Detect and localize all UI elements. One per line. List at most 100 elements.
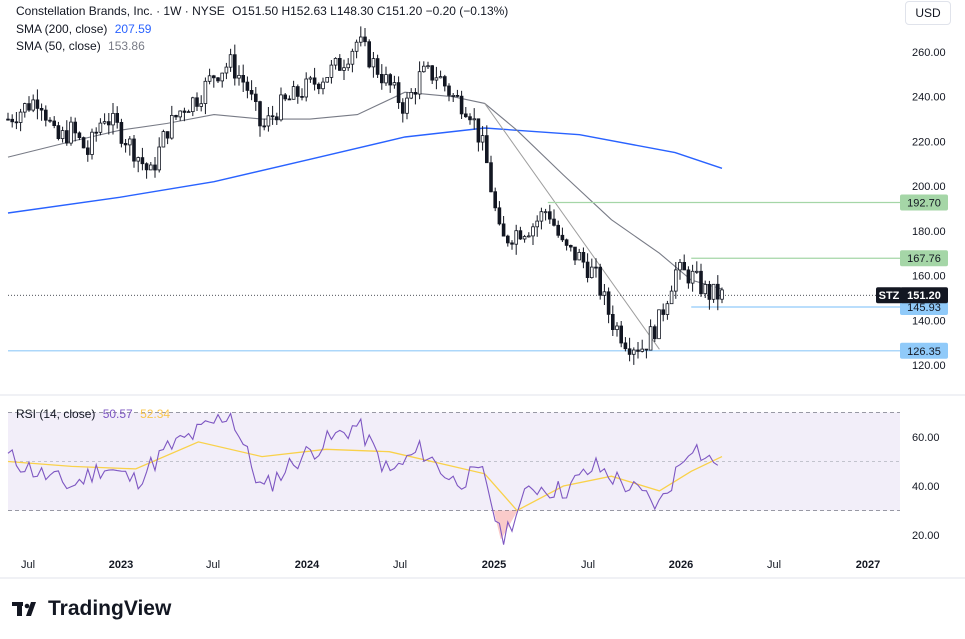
price-axis-tick: 260.00 [912, 47, 946, 59]
currency-button[interactable]: USD [905, 1, 951, 25]
tradingview-logo[interactable]: TradingView [12, 597, 171, 621]
candle-body [539, 211, 544, 222]
candle-body [283, 94, 287, 100]
candle-body [31, 99, 35, 111]
candle-body [333, 58, 338, 66]
candle-body [636, 349, 640, 352]
candle-body [564, 239, 569, 246]
candle-body [18, 111, 23, 123]
candle-body [232, 54, 237, 79]
candle-body [548, 211, 552, 220]
price-axis-tick: 180.00 [912, 226, 946, 238]
rsi-axis-tick: 20.00 [912, 530, 940, 542]
candle-body [527, 235, 531, 238]
candle-body [405, 97, 409, 114]
candle-body [27, 103, 31, 111]
time-axis-label: Jul [393, 559, 407, 571]
candle-body [10, 118, 15, 123]
candle-body [711, 283, 716, 300]
candle-body [207, 75, 212, 82]
ohlc-readout: O151.50 H152.63 L148.30 C151.20 −0.20 (−… [232, 4, 509, 18]
candle-body [169, 115, 174, 139]
candle-body [590, 266, 594, 279]
price-axis-tick: 200.00 [912, 181, 946, 193]
candle-body [581, 251, 586, 263]
candle-body [585, 261, 590, 279]
candle-body [350, 50, 355, 65]
candle-body [224, 66, 229, 74]
candle-body [623, 342, 628, 350]
candle-body [195, 97, 199, 107]
last-price-tag-bg [900, 287, 948, 304]
candle-body [514, 230, 518, 245]
candle-body [157, 146, 162, 171]
candle-body [522, 236, 527, 240]
candle-body [107, 121, 111, 126]
candle-body [258, 101, 262, 127]
candle-body [505, 235, 510, 244]
candle-body [321, 81, 325, 90]
candle-body [493, 191, 497, 209]
candle-body [489, 162, 493, 193]
sma200-label: SMA (200, close) [16, 22, 108, 36]
candle-body [65, 130, 69, 144]
candle-body [602, 291, 607, 296]
candle-body [388, 74, 392, 86]
time-axis-label: 2025 [482, 559, 506, 571]
candle-body [140, 157, 145, 165]
candle-body [262, 125, 266, 128]
candle-body [346, 63, 350, 69]
candle-body [552, 218, 556, 226]
candle-body [69, 121, 73, 144]
candle-body [60, 130, 65, 140]
candle-body [396, 82, 401, 103]
sma200-legend[interactable]: SMA (200, close) 207.59 [16, 22, 151, 36]
candle-body [392, 82, 397, 86]
candle-body [379, 74, 384, 84]
candle-body [653, 326, 657, 340]
rsi-ma-value: 52.34 [140, 407, 171, 421]
rsi-line [7, 411, 719, 545]
rsi-legend[interactable]: RSI (14, close) 50.57 52.34 [16, 407, 170, 421]
candle-body [472, 118, 476, 121]
candle-body [274, 116, 279, 121]
candle-body [77, 132, 82, 138]
symbol-tag-bg [876, 287, 902, 304]
time-axis-label: Jul [206, 559, 220, 571]
candle-body [632, 349, 636, 355]
candle-body [56, 125, 61, 139]
rsi-ma-line [7, 441, 723, 512]
level-label: 192.70 [907, 197, 941, 209]
sma50-label: SMA (50, close) [16, 39, 101, 53]
tradingview-logo-icon [12, 602, 36, 616]
candle-body [119, 122, 124, 144]
candle-body [148, 164, 153, 171]
candle-body [699, 270, 703, 295]
candle-body [211, 75, 216, 79]
candle-body [468, 116, 472, 121]
sma50-legend[interactable]: SMA (50, close) 153.86 [16, 39, 145, 53]
last-price-label: 151.20 [907, 290, 941, 302]
candle-body [182, 110, 187, 113]
candle-body [308, 77, 313, 80]
candle-body [279, 94, 283, 121]
candle-body [417, 71, 422, 95]
sma200-line [7, 127, 723, 214]
time-axis-label: 2026 [669, 559, 693, 571]
time-axis-label: Jul [21, 559, 35, 571]
candle-body [253, 93, 258, 102]
candle-body [241, 75, 246, 83]
candle-body [94, 131, 99, 134]
candle-body [682, 261, 686, 271]
candle-body [337, 58, 342, 71]
candle-body [228, 54, 233, 68]
candle-body [535, 220, 539, 228]
candle-body [22, 103, 27, 113]
candle-body [678, 261, 682, 271]
candle-body [73, 121, 78, 134]
candle-body [484, 135, 489, 164]
candle-body [716, 283, 720, 300]
candle-body [577, 251, 581, 261]
candle-body [459, 95, 464, 115]
